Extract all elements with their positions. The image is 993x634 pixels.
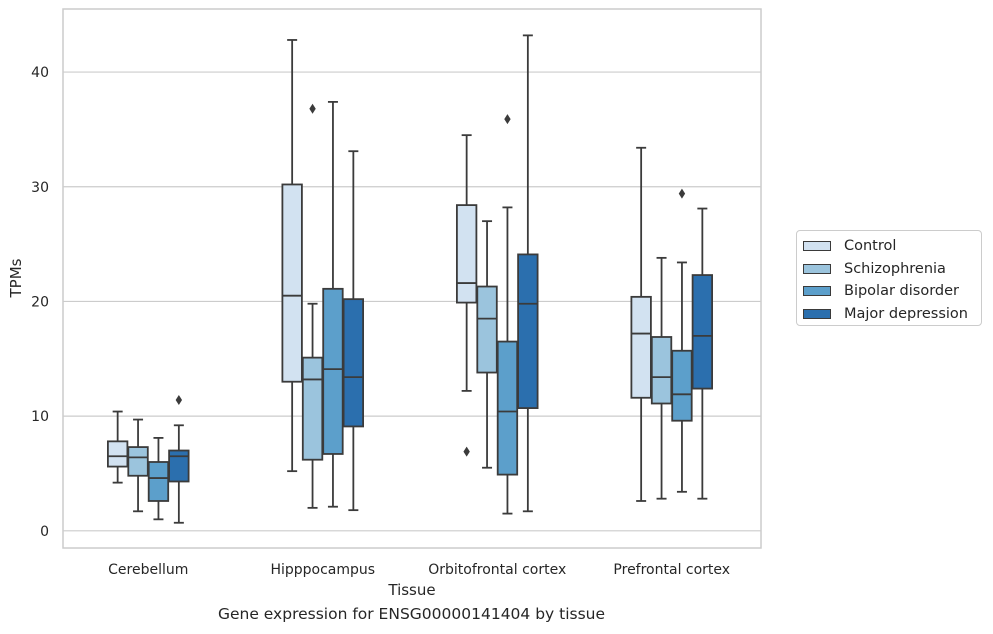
- box-0: [168, 395, 190, 524]
- figure-caption: Gene expression for ENSG00000141404 by t…: [217, 605, 606, 623]
- box-iqr: [630, 295, 652, 399]
- legend-item: Bipolar disorder: [797, 280, 981, 303]
- series-major-depression: [168, 34, 713, 524]
- box-iqr: [342, 298, 365, 428]
- box-2: [496, 114, 519, 515]
- box-2: [455, 134, 478, 457]
- x-axis-title: Tissue: [387, 581, 435, 599]
- legend-label: Bipolar disorder: [844, 283, 959, 300]
- box-iqr: [650, 336, 673, 405]
- box-3: [671, 188, 693, 493]
- series-bipolar-disorder: [147, 100, 693, 521]
- outlier-point: [504, 114, 511, 125]
- box-0: [147, 437, 170, 521]
- box-1: [342, 150, 365, 512]
- box-iqr: [107, 440, 129, 468]
- box-iqr: [281, 183, 303, 383]
- box-2: [517, 34, 539, 513]
- legend-item: Schizophrenia: [797, 258, 981, 281]
- legend-label: Control: [844, 238, 897, 255]
- box-iqr: [476, 285, 498, 374]
- box-3: [630, 146, 652, 502]
- box-iqr: [127, 446, 149, 477]
- y-axis-title: TPMs: [7, 258, 25, 298]
- grid-lines: [63, 71, 761, 532]
- outlier-point: [678, 188, 686, 199]
- legend: Control Schizophrenia Bipolar disorder Majo…: [796, 230, 982, 326]
- x-tick-label: Hipppocampus: [270, 562, 375, 578]
- outlier-point: [175, 395, 183, 406]
- box-iqr: [517, 253, 539, 409]
- y-tick-label: 0: [40, 524, 49, 540]
- x-tick-label: Prefrontal cortex: [613, 562, 730, 578]
- legend-swatch: [803, 263, 831, 274]
- y-tick-label: 20: [31, 294, 49, 310]
- plot-area-frame: [62, 8, 762, 549]
- legend-swatch: [803, 286, 831, 297]
- y-tick-label: 30: [31, 180, 49, 196]
- box-3: [650, 256, 673, 500]
- box-0: [107, 410, 129, 484]
- legend-swatch: [803, 308, 831, 319]
- box-1: [301, 103, 324, 509]
- box-iqr: [301, 356, 324, 461]
- box-iqr: [322, 287, 344, 455]
- outlier-point: [309, 103, 316, 114]
- box-iqr: [671, 349, 693, 422]
- x-tick-label: Orbitofrontal cortex: [428, 562, 566, 578]
- legend-label: Major depression: [844, 305, 968, 322]
- y-tick-label: 40: [31, 65, 49, 81]
- x-tick-label: Cerebellum: [108, 562, 188, 578]
- legend-item: Major depression: [797, 303, 981, 326]
- box-iqr: [147, 461, 170, 502]
- box-series: [107, 34, 713, 524]
- x-tick-labels: Cerebellum Hipppocampus Orbitofrontal cort…: [108, 562, 730, 578]
- box-iqr: [168, 449, 190, 483]
- box-iqr: [455, 204, 478, 304]
- box-1: [281, 39, 303, 473]
- box-0: [127, 418, 149, 513]
- series-control: [107, 39, 652, 502]
- box-3: [691, 207, 713, 500]
- box-2: [476, 220, 498, 469]
- outlier-point: [463, 446, 470, 457]
- legend-label: Schizophrenia: [844, 260, 946, 277]
- box-1: [322, 100, 344, 508]
- series-schizophrenia: [127, 103, 673, 513]
- box-iqr: [496, 340, 519, 476]
- y-tick-labels: 0 10 20 30 40: [31, 65, 49, 540]
- legend-item: Control: [797, 235, 981, 258]
- legend-swatch: [803, 241, 831, 252]
- box-iqr: [691, 274, 713, 390]
- y-tick-label: 10: [31, 409, 49, 425]
